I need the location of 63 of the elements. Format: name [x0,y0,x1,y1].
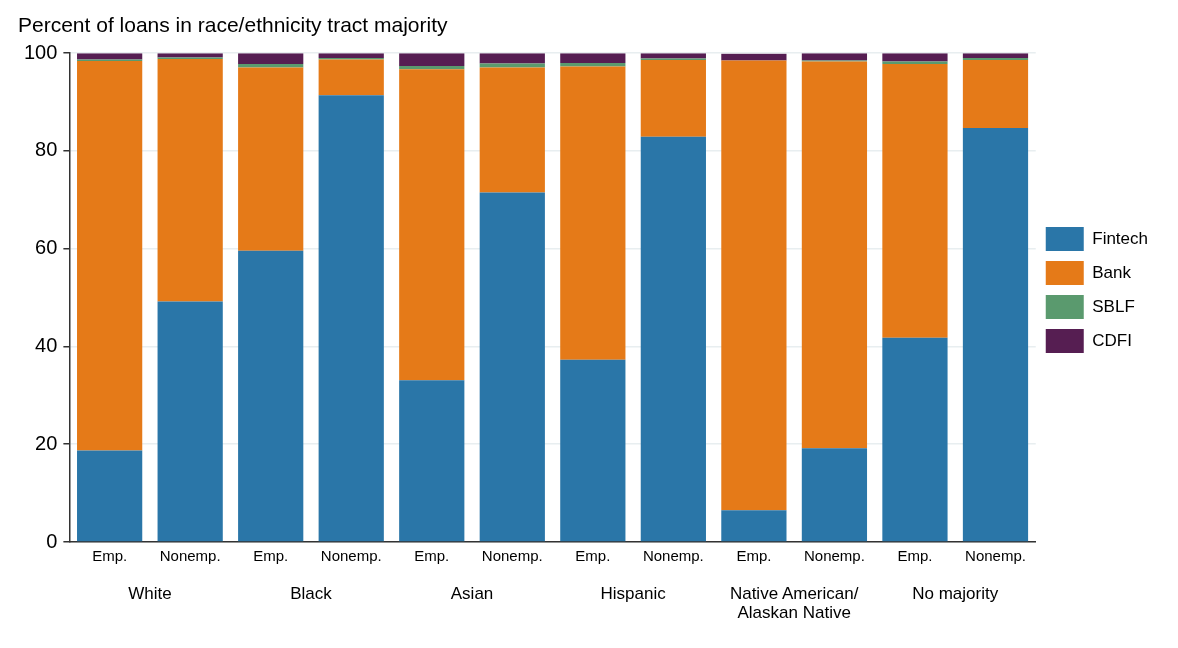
bar [479,67,545,193]
bar [640,53,706,59]
x-tick-label: Nonemp. [642,547,704,565]
bar [399,69,465,381]
text: White [128,584,172,604]
bar [882,63,948,338]
y-tick-label: 40 [35,334,58,356]
bar [721,60,787,511]
bar [801,61,868,449]
bar [399,380,465,542]
bar [238,250,304,542]
text: Hispanic [600,584,667,604]
x-tick-label: Nonemp. [159,547,221,565]
bar [238,53,304,64]
x-tick-label: Nonemp. [320,547,382,565]
y-tick-label: 80 [35,138,58,161]
bar [560,53,626,63]
bar [801,53,868,61]
bar [77,53,143,60]
bar [640,136,706,542]
bar [157,53,223,58]
x-tick-label: Nonemp. [481,547,543,565]
x-tick-label: Emp. [897,547,933,565]
y-tick-label: 20 [35,431,58,454]
bar [882,337,948,542]
bar [640,60,706,137]
text: No majority [912,584,999,604]
legend-label: Bank [1092,262,1132,282]
bar [318,95,384,542]
bar [479,63,545,68]
bar [399,53,465,66]
bar [801,448,868,542]
y-tick-label: 100 [23,40,58,63]
x-tick-label: Emp. [253,547,289,565]
bar [318,59,384,96]
text: Native American/Alaskan Native [729,584,859,623]
x-tick-label: Emp. [92,547,128,565]
legend-label: SBLF [1092,296,1135,316]
bar [962,127,1029,542]
x-tick-label: Emp. [575,547,611,565]
chart-title: Percent of loans in race/ethnicity tract majority [18,13,449,37]
bar [560,359,626,542]
bar [238,67,304,251]
x-tick-label: Nonemp. [965,547,1026,565]
legend-label: CDFI [1092,330,1132,350]
x-tick-label: Emp. [414,547,450,565]
y-tick-label: 60 [35,236,58,259]
y-tick-label: 0 [46,529,58,552]
bar [962,60,1029,128]
bar [77,61,143,451]
bar [479,192,545,542]
text: Black [290,584,333,604]
bar [560,66,626,360]
bar [721,510,787,542]
legend-label: Fintech [1092,228,1148,248]
bar [157,59,223,302]
bar [77,450,143,542]
bar [721,53,787,61]
x-tick-label: Nonemp. [803,547,865,565]
bar [157,301,223,542]
x-tick-label: Emp. [736,547,772,565]
text: Asian [450,584,494,604]
bar [882,53,948,62]
